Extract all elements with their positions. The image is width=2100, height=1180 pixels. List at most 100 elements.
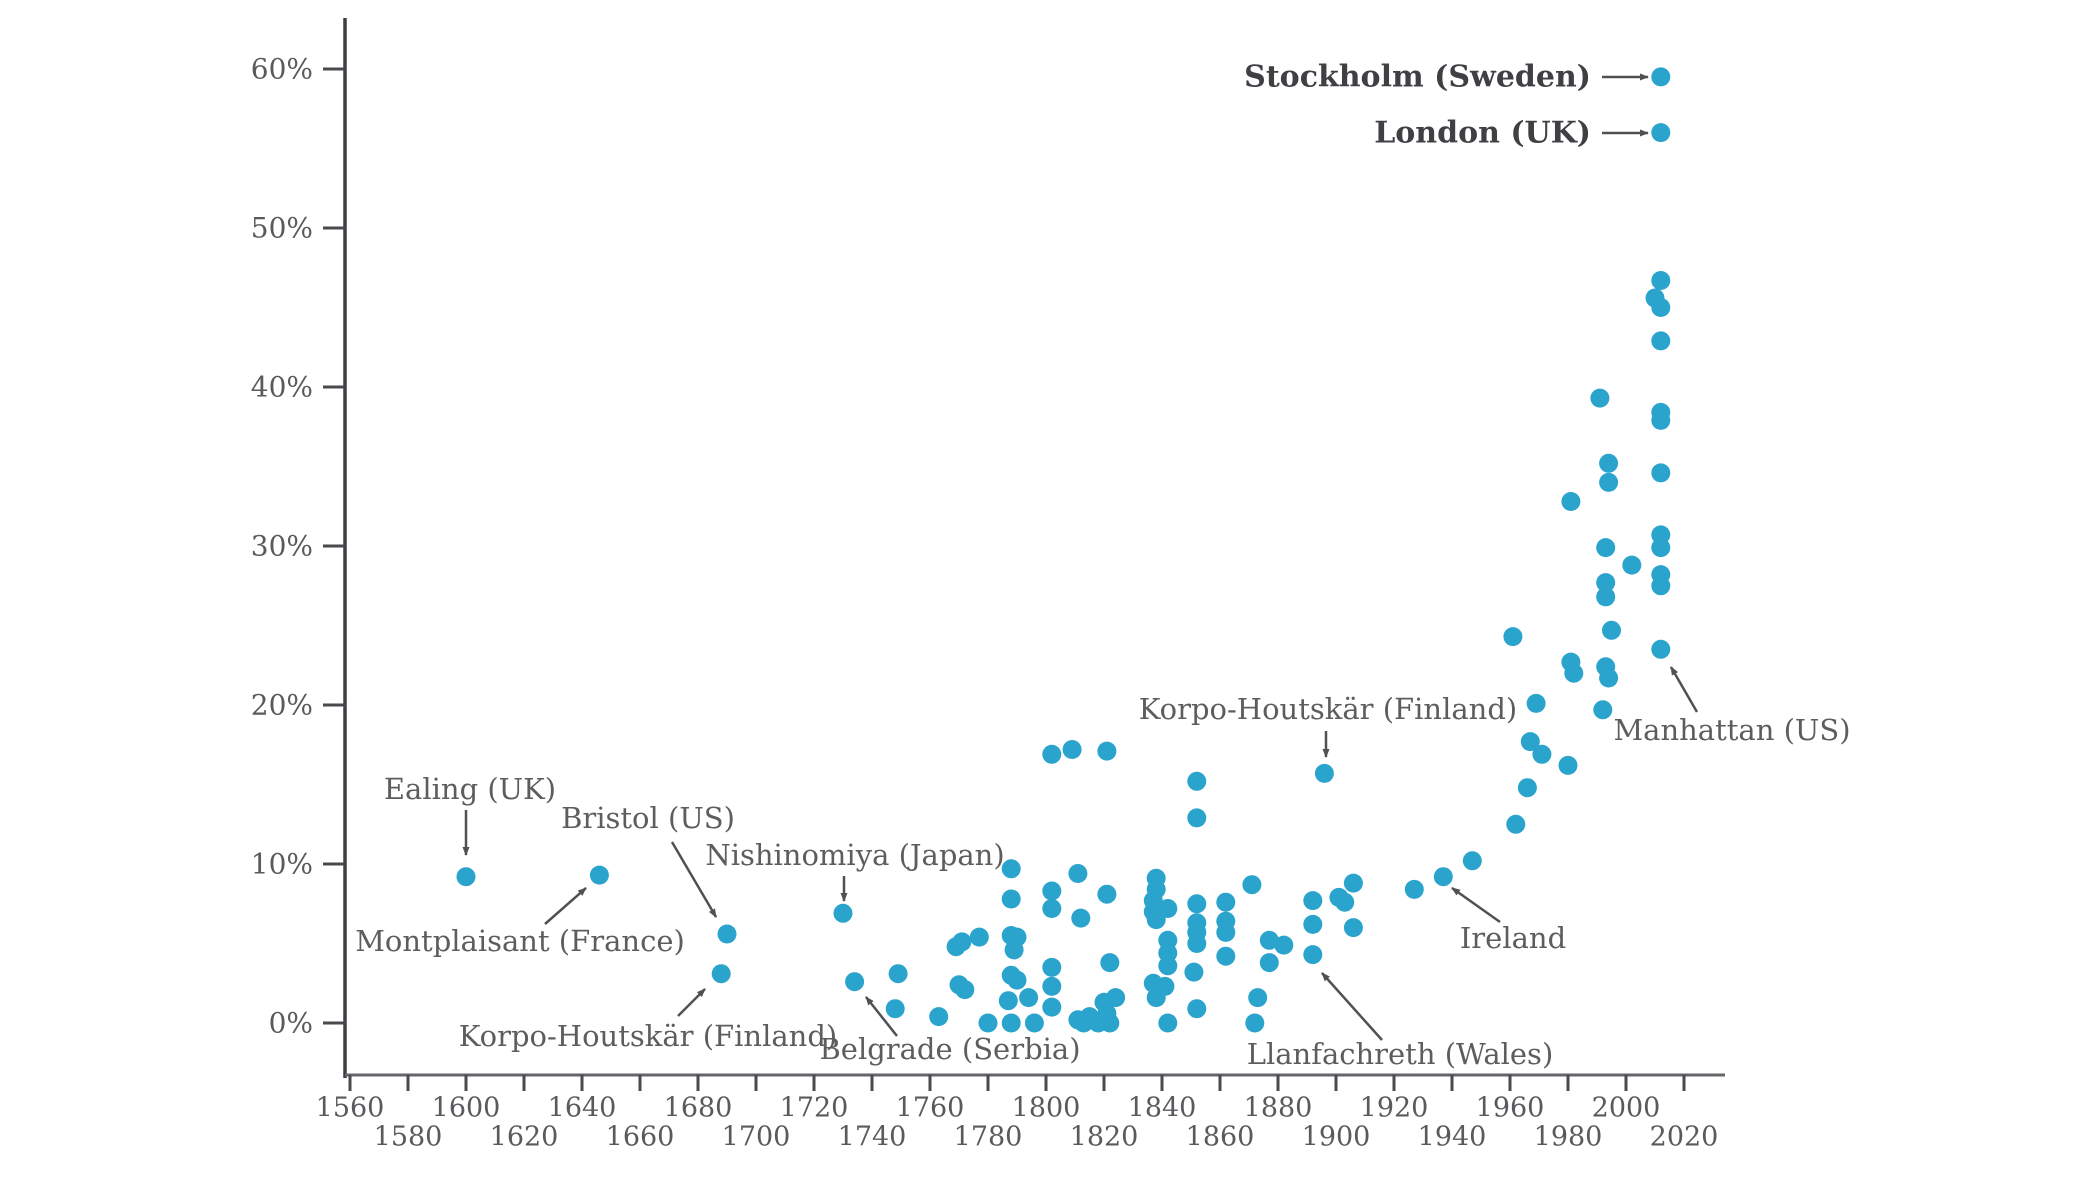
data-point [1062, 740, 1082, 759]
data-point [1024, 1013, 1044, 1033]
data-point [1042, 997, 1062, 1017]
data-point [1622, 555, 1642, 575]
data-point [1303, 914, 1323, 934]
x-tick-label: 2020 [1650, 1122, 1719, 1153]
data-point [589, 865, 609, 885]
annotation-label: Korpo-Houtskär (Finland) [1139, 692, 1517, 726]
data-point [1596, 587, 1616, 607]
data-point [952, 932, 972, 952]
x-tick-label: 1780 [954, 1122, 1023, 1153]
data-point [1042, 957, 1062, 977]
data-point [1503, 627, 1523, 647]
data-point [1564, 663, 1584, 683]
data-point [1596, 573, 1616, 593]
data-point [1590, 388, 1610, 408]
data-point [1561, 492, 1581, 511]
data-point [1216, 922, 1236, 942]
data-point [1106, 988, 1126, 1008]
y-tick-label: 40% [251, 371, 313, 404]
data-point [1216, 892, 1236, 912]
data-point [888, 964, 908, 984]
data-point [1158, 956, 1178, 976]
data-point [978, 1013, 998, 1033]
annotation-label: Bristol (US) [561, 801, 735, 835]
data-point [833, 903, 853, 923]
data-point [1599, 472, 1619, 492]
annotation-arrow [1669, 666, 1699, 713]
data-point [1599, 453, 1619, 473]
annotation-label: Ealing (UK) [384, 772, 556, 806]
data-point [1506, 814, 1526, 834]
data-point [1651, 538, 1671, 558]
data-point [845, 972, 865, 992]
data-point [1042, 976, 1062, 996]
data-point [1001, 1013, 1021, 1033]
data-point [1651, 639, 1671, 659]
y-tick-label: 20% [251, 689, 313, 722]
x-tick-label: 1900 [1302, 1122, 1371, 1153]
annotation-arrow [677, 988, 706, 1017]
data-point [929, 1007, 949, 1027]
x-tick-label: 1720 [780, 1093, 849, 1124]
data-point [1097, 741, 1117, 761]
annotation-arrow [1321, 972, 1383, 1041]
data-point [1335, 892, 1355, 912]
data-point [1042, 744, 1062, 764]
x-tick-label: 1980 [1534, 1122, 1603, 1153]
annotation-arrow [670, 841, 718, 918]
x-tick-label: 1880 [1244, 1093, 1313, 1124]
data-point [1242, 875, 1262, 895]
data-point [711, 964, 731, 984]
data-point [1526, 693, 1546, 713]
data-point [1651, 576, 1671, 596]
x-tick-label: 1580 [374, 1122, 443, 1153]
annotation-label: Nishinomiya (Japan) [705, 838, 1004, 872]
x-tick-label: 1820 [1070, 1122, 1139, 1153]
data-point [1651, 271, 1671, 290]
annotation-label: Manhattan (US) [1613, 713, 1850, 747]
annotation-label: Ireland [1460, 921, 1566, 955]
data-point [998, 991, 1018, 1011]
data-point [1187, 934, 1207, 953]
data-point [1245, 1013, 1265, 1033]
annotation-label: Korpo-Houtskär (Finland) [459, 1019, 837, 1053]
annotation-label: Montplaisant (France) [355, 924, 685, 958]
data-point [1187, 771, 1207, 791]
annotation-label: Belgrade (Serbia) [819, 1032, 1080, 1066]
y-tick-label: 50% [251, 212, 313, 245]
data-point [1651, 331, 1671, 351]
x-tick-label: 1620 [490, 1122, 559, 1153]
data-point [1184, 962, 1204, 982]
data-point [1042, 881, 1062, 901]
data-point [1146, 988, 1166, 1008]
annotation-label: Llanfachreth (Wales) [1247, 1037, 1554, 1071]
y-tick-label: 0% [269, 1007, 313, 1040]
data-point [456, 867, 476, 887]
data-point [1651, 298, 1671, 317]
annotation-arrow [865, 996, 898, 1037]
x-tick-label: 1800 [1012, 1093, 1081, 1124]
data-point [1651, 67, 1671, 87]
data-point [1433, 867, 1453, 887]
data-point [1303, 891, 1323, 911]
data-point [1007, 970, 1027, 990]
x-tick-label: 1560 [316, 1093, 385, 1124]
y-tick-label: 30% [251, 530, 313, 563]
x-tick-label: 1940 [1418, 1122, 1487, 1153]
x-tick-label: 1740 [838, 1122, 907, 1153]
data-point [1158, 1013, 1178, 1033]
data-point [885, 999, 905, 1019]
data-point [1593, 700, 1613, 720]
data-point [955, 980, 975, 1000]
x-tick-label: 1860 [1186, 1122, 1255, 1153]
data-point [1532, 744, 1552, 764]
y-tick-label: 60% [251, 53, 313, 86]
data-point [1303, 945, 1323, 965]
y-tick-label: 10% [251, 848, 313, 881]
data-point [1343, 873, 1363, 893]
data-point [1314, 763, 1334, 783]
annotation-label: London (UK) [1374, 116, 1591, 151]
data-point [1517, 778, 1537, 798]
data-point [1404, 879, 1424, 899]
